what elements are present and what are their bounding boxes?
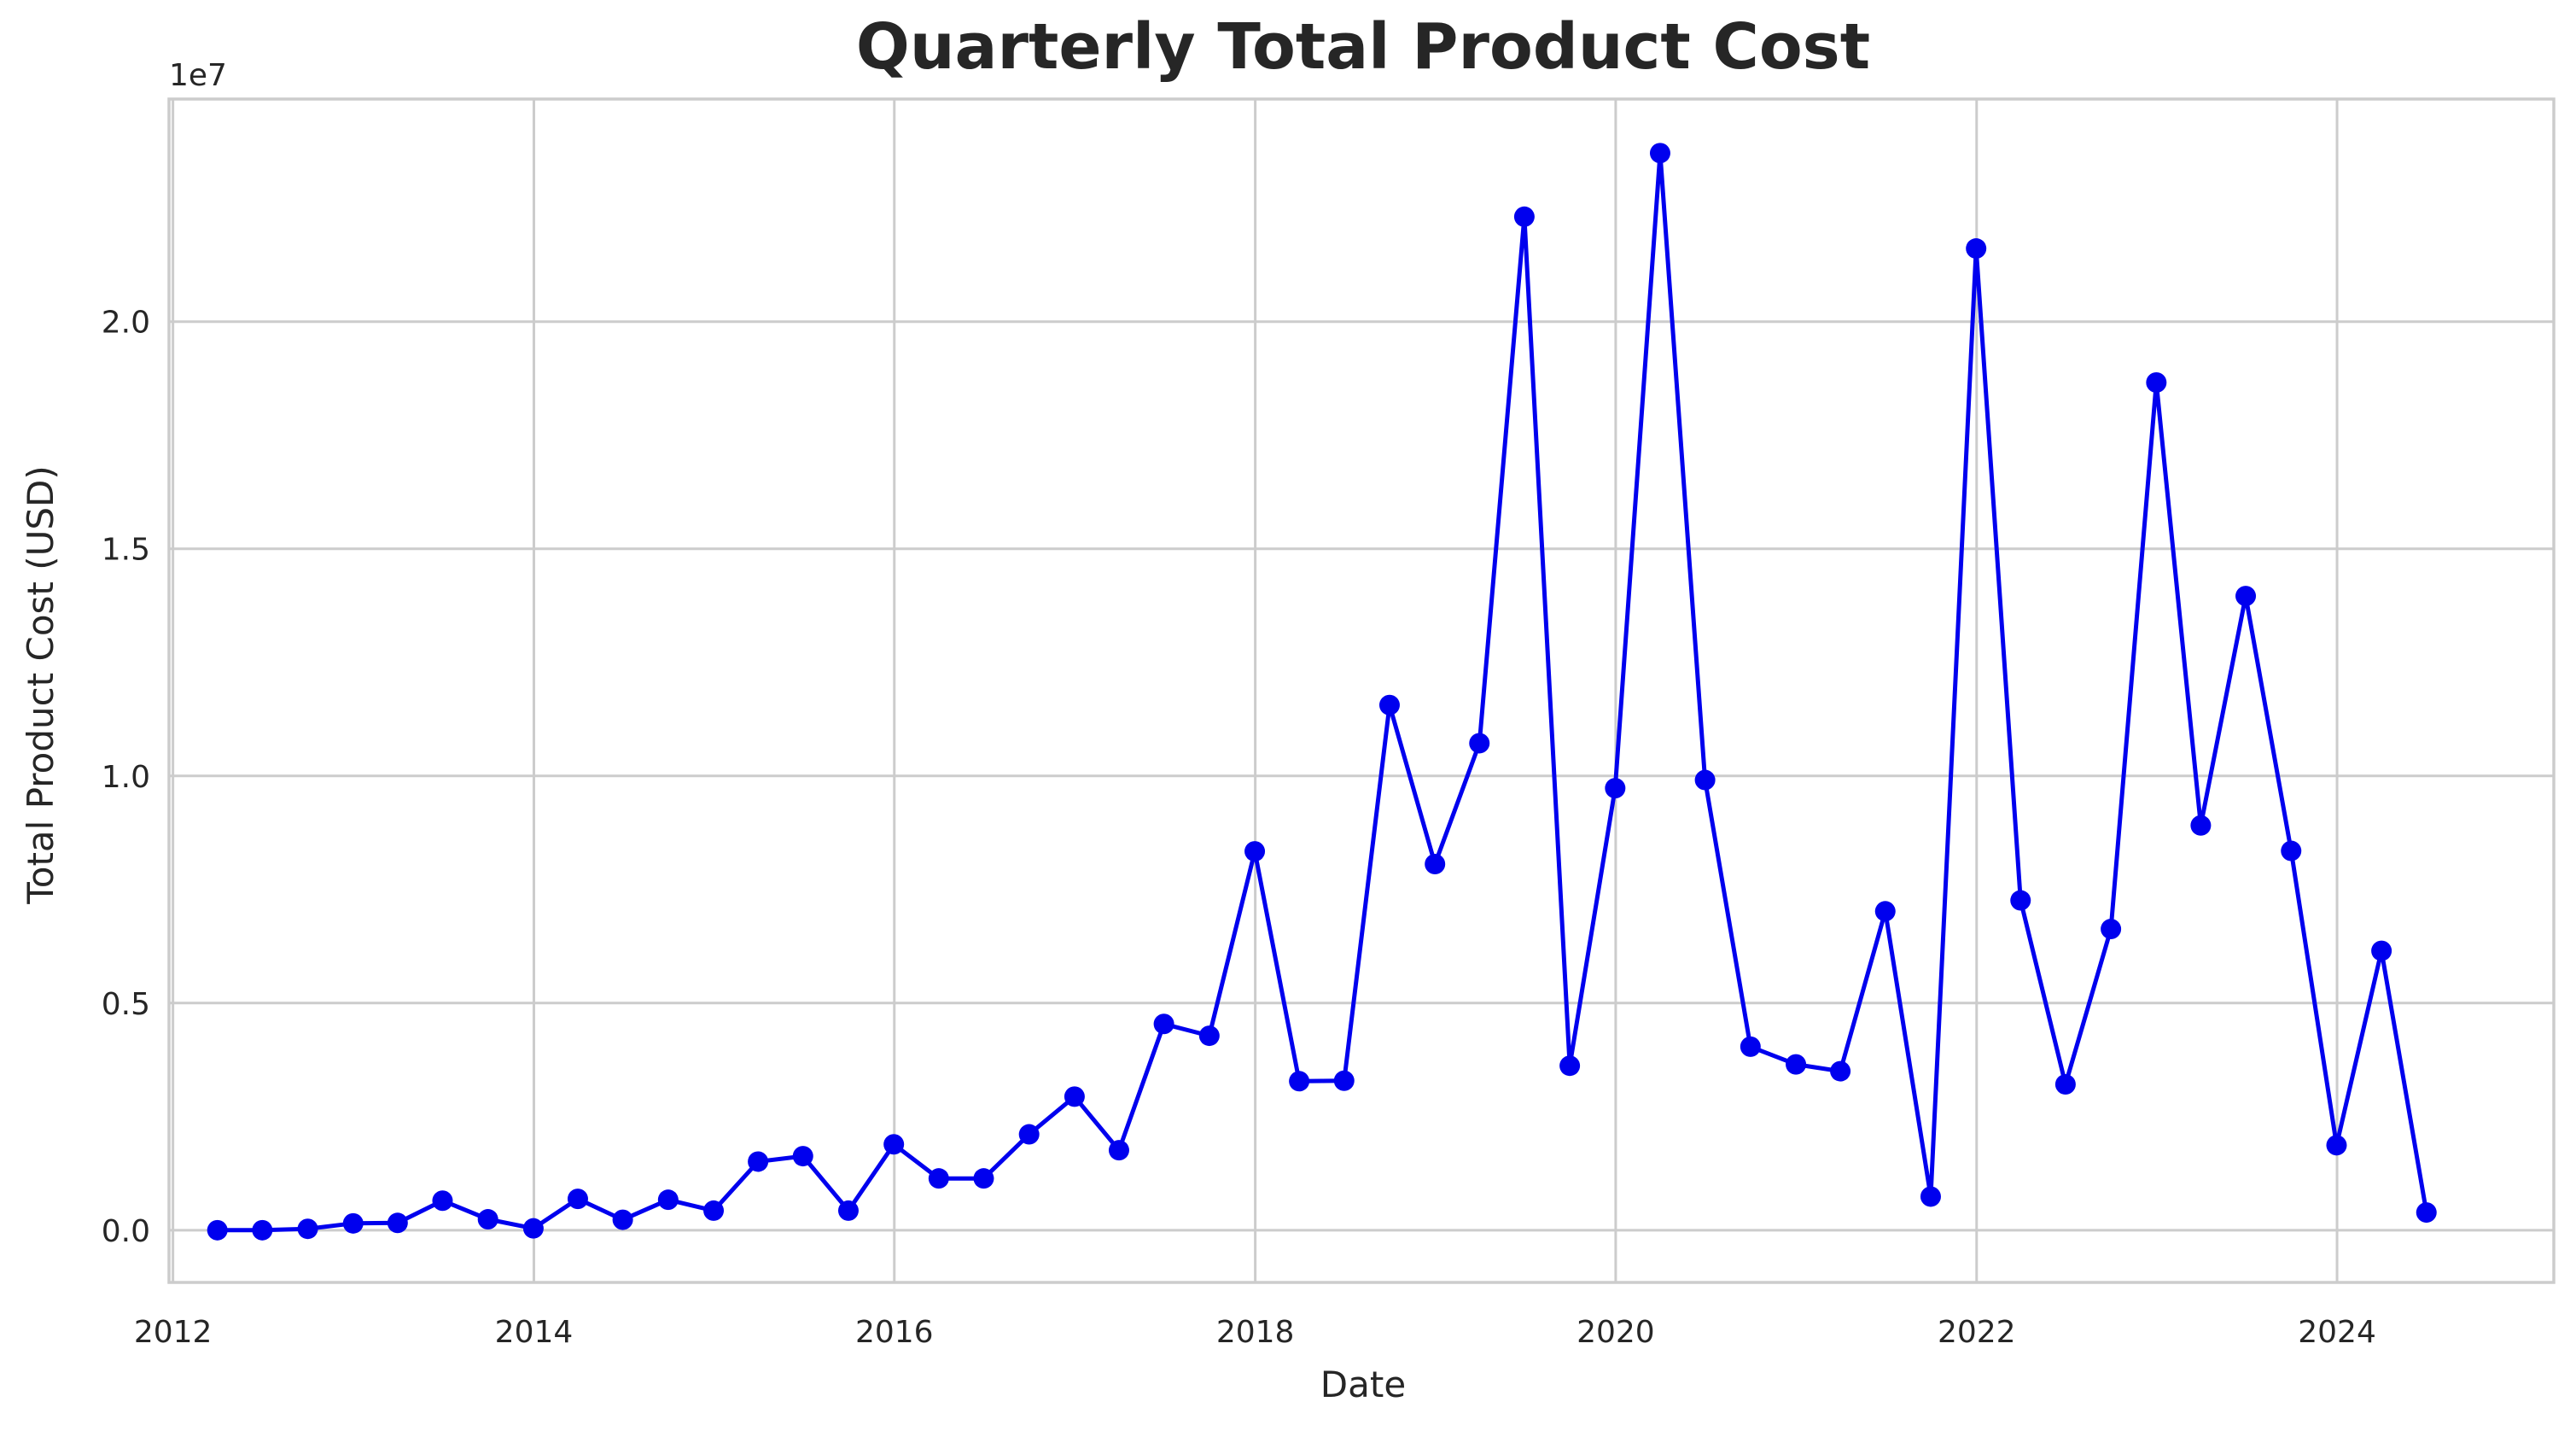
- data-point: [2010, 890, 2031, 911]
- data-point: [2281, 840, 2302, 862]
- x-gridlines: [172, 99, 2339, 1282]
- data-point: [297, 1218, 318, 1240]
- data-point: [432, 1190, 453, 1212]
- data-point: [2054, 1074, 2076, 1095]
- data-point: [1064, 1086, 1085, 1107]
- data-point: [2235, 586, 2257, 607]
- data-point: [973, 1168, 994, 1189]
- data-point: [1605, 778, 1626, 799]
- data-point: [1786, 1054, 1807, 1075]
- x-tick-labels: 2012 2014 2016 2018 2020 2022 2024: [134, 1315, 2376, 1350]
- data-point: [928, 1168, 949, 1189]
- data-point: [2190, 815, 2212, 836]
- data-point: [2371, 940, 2392, 961]
- y-gridlines: [169, 320, 2554, 1232]
- data-point: [1874, 901, 1896, 922]
- data-point: [2416, 1202, 2437, 1224]
- data-point: [1559, 1055, 1581, 1077]
- data-point: [792, 1146, 813, 1167]
- data-point: [1740, 1036, 1761, 1057]
- chart-title: Quarterly Total Product Cost: [856, 10, 1870, 84]
- y-tick-label: 1.0: [102, 760, 150, 795]
- data-markers: [207, 143, 2437, 1241]
- x-tick-label: 2022: [1938, 1315, 2016, 1350]
- data-point: [387, 1212, 408, 1234]
- data-point: [703, 1200, 725, 1221]
- data-point: [657, 1189, 679, 1211]
- x-tick-label: 2012: [134, 1315, 213, 1350]
- data-point: [1018, 1124, 1040, 1145]
- data-point: [1153, 1013, 1174, 1035]
- x-tick-label: 2014: [495, 1315, 574, 1350]
- data-point: [252, 1219, 273, 1241]
- data-point: [1425, 853, 1446, 874]
- data-point: [1289, 1071, 1310, 1092]
- data-point: [748, 1151, 769, 1172]
- x-tick-label: 2016: [855, 1315, 934, 1350]
- data-point: [1469, 733, 1490, 754]
- data-point: [1108, 1140, 1129, 1161]
- x-tick-label: 2018: [1216, 1315, 1295, 1350]
- data-point: [1333, 1070, 1355, 1091]
- data-point: [1244, 841, 1266, 862]
- data-point: [612, 1209, 633, 1230]
- data-point: [2326, 1135, 2347, 1156]
- y-axis-label: Total Product Cost (USD): [20, 465, 61, 905]
- plot-frame: [167, 97, 2556, 1284]
- data-point: [567, 1189, 588, 1210]
- data-point: [1830, 1060, 1851, 1082]
- y-tick-label: 1.5: [102, 533, 150, 568]
- data-point: [1378, 694, 1400, 716]
- y-tick-labels: 0.0 0.5 1.0 1.5 2.0: [102, 306, 150, 1249]
- data-point: [1198, 1025, 1220, 1047]
- data-point: [2101, 919, 2122, 940]
- series-line: [217, 150, 2429, 1233]
- y-tick-label: 2.0: [102, 306, 150, 341]
- data-point: [477, 1209, 498, 1230]
- y-tick-label: 0.5: [102, 987, 150, 1022]
- x-tick-label: 2024: [2298, 1315, 2376, 1350]
- data-point: [1513, 206, 1535, 227]
- data-point: [1694, 769, 1716, 791]
- data-point: [1649, 143, 1670, 164]
- data-point: [837, 1200, 859, 1221]
- data-point: [883, 1134, 905, 1155]
- data-point: [342, 1212, 364, 1234]
- x-axis-label: Date: [1320, 1364, 1406, 1405]
- y-axis-offset-label: 1e7: [169, 58, 227, 93]
- x-tick-label: 2020: [1576, 1315, 1655, 1350]
- data-point: [1966, 238, 1987, 260]
- data-point: [1920, 1186, 1941, 1207]
- data-point: [2146, 372, 2167, 394]
- data-point: [207, 1219, 228, 1241]
- y-tick-label: 0.0: [102, 1214, 150, 1249]
- data-point: [522, 1218, 544, 1239]
